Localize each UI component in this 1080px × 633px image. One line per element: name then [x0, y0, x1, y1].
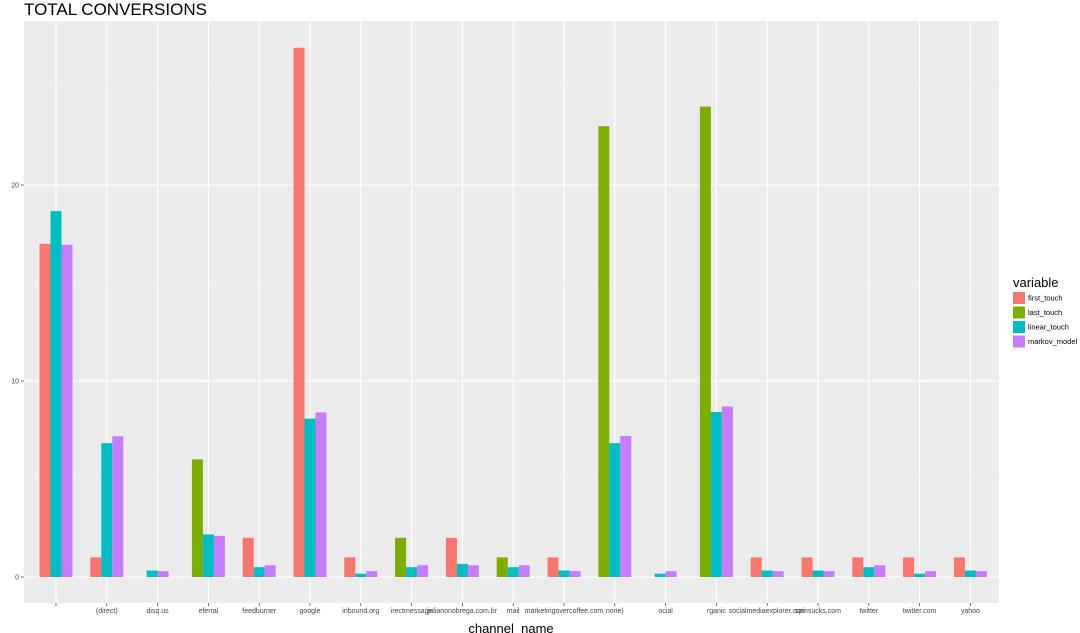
- bar-linear_touch-google: [304, 418, 316, 577]
- bar-linear_touch-twitter: [863, 567, 875, 577]
- bar-markov_model-rganic: [721, 406, 733, 577]
- bar-markov_model-none: [620, 435, 632, 577]
- bar-linear_touch-twitter-com: [914, 573, 926, 577]
- bar-linear_touch-blank: [50, 211, 62, 577]
- legend-label-last_touch: last_touch: [1028, 308, 1062, 317]
- x-tick-label-mail: mail: [507, 608, 520, 615]
- legend-swatch-linear_touch: [1013, 321, 1025, 333]
- x-tick-label-disq-us: disq.us: [147, 608, 170, 615]
- bar-markov_model-socialmediaexplorer-com: [772, 571, 784, 577]
- bar-markov_model-eferral: [213, 535, 225, 577]
- y-tick-label: 10: [11, 379, 19, 386]
- x-tick-label-rganic: rganic: [707, 608, 727, 615]
- x-tick-label-direct: (direct): [96, 608, 118, 615]
- bar-markov_model-ocial: [665, 571, 677, 577]
- bar-first_touch-julianonobrega-com-br: [445, 537, 457, 577]
- bar-linear_touch-socialmediaexplorer-com: [761, 570, 773, 577]
- legend-swatch-last_touch: [1013, 306, 1025, 319]
- x-tick-label-socialmediaexplorer-com: socialmediaexplorer.com: [729, 608, 806, 615]
- bar-linear_touch-eferral: [202, 534, 214, 577]
- legend-label-linear_touch: linear_touch: [1028, 323, 1069, 332]
- bar-linear_touch-julianonobrega-com-br: [456, 563, 468, 577]
- plot-panel: [24, 21, 999, 603]
- legend-title: variable: [1013, 275, 1059, 290]
- bar-linear_touch-mail: [507, 567, 519, 577]
- bar-markov_model-irectmessage: [417, 565, 429, 577]
- bar-linear_touch-irectmessage: [406, 567, 418, 577]
- bar-first_touch-marketingovercoffee-com: [547, 557, 559, 577]
- bar-markov_model-twitter: [874, 565, 886, 577]
- x-tick-label-marketingovercoffee-com: marketingovercoffee.com: [525, 608, 604, 615]
- x-tick-label-irectmessage: irectmessage: [391, 608, 433, 615]
- x-tick-label-spinsucks-com: spinsucks.com: [795, 608, 841, 615]
- bar-linear_touch-marketingovercoffee-com: [558, 570, 570, 577]
- x-tick-label-none: none): [606, 608, 624, 615]
- bar-linear_touch-ocial: [654, 573, 666, 577]
- chart-title: TOTAL CONVERSIONS: [24, 0, 207, 19]
- bar-first_touch-socialmediaexplorer-com: [750, 557, 762, 577]
- bar-last_touch-rganic: [699, 106, 711, 577]
- bar-markov_model-twitter-com: [925, 571, 937, 577]
- bar-first_touch-yahoo: [953, 557, 965, 577]
- bar-linear_touch-none: [609, 443, 621, 577]
- x-tick-label-twitter: twitter: [859, 608, 878, 615]
- bar-linear_touch-direct: [101, 443, 113, 577]
- x-tick-label-julianonobrega-com-br: julianonobrega.com.br: [427, 608, 498, 615]
- legend-swatch-first_touch: [1013, 292, 1025, 304]
- bar-last_touch-none: [598, 126, 610, 577]
- legend-label-markov_model: markov_model: [1028, 337, 1078, 346]
- bars: [39, 47, 987, 578]
- bar-markov_model-mail: [518, 565, 530, 577]
- bar-markov_model-feedburner: [264, 565, 276, 577]
- bar-last_touch-eferral: [191, 459, 203, 577]
- bar-markov_model-inbound-org: [366, 571, 378, 577]
- bar-last_touch-mail: [496, 557, 508, 577]
- x-tick-label-inbound-org: inbound.org: [342, 608, 379, 615]
- x-tick-label-twitter-com: twitter.com: [903, 608, 937, 615]
- bar-last_touch-irectmessage: [395, 537, 407, 577]
- legend-swatch-markov_model: [1013, 335, 1025, 348]
- bar-markov_model-julianonobrega-com-br: [467, 565, 479, 577]
- x-tick-label-feedburner: feedburner: [242, 608, 277, 615]
- legend-label-first_touch: first_touch: [1028, 294, 1063, 303]
- bar-first_touch-blank: [39, 243, 51, 578]
- x-tick-label-google: google: [299, 608, 320, 615]
- axes: 0 10 20 (direct) disq.us eferral feedburner goo…: [11, 183, 980, 616]
- bar-markov_model-disq-us: [157, 571, 169, 577]
- x-tick-label-eferral: eferral: [198, 608, 218, 615]
- bar-first_touch-google: [293, 47, 305, 578]
- bar-linear_touch-inbound-org: [355, 573, 367, 577]
- x-tick-label-yahoo: yahoo: [961, 608, 980, 615]
- y-tick-label: 20: [11, 183, 19, 190]
- bar-markov_model-direct: [112, 436, 124, 577]
- bar-first_touch-inbound-org: [344, 557, 356, 577]
- bar-linear_touch-disq-us: [146, 570, 158, 577]
- bar-markov_model-blank: [61, 244, 73, 577]
- bar-linear_touch-yahoo: [964, 570, 976, 577]
- legend: variable first_touch last_touch linear_tou…: [1013, 275, 1078, 348]
- bar-markov_model-yahoo: [975, 571, 987, 577]
- y-tick-label: 0: [15, 575, 19, 582]
- bar-first_touch-twitter-com: [903, 557, 915, 577]
- bar-markov_model-spinsucks-com: [823, 571, 835, 577]
- x-tick-label-ocial: ocial: [658, 608, 673, 615]
- bar-linear_touch-spinsucks-com: [812, 570, 824, 577]
- bar-first_touch-direct: [90, 557, 102, 577]
- bar-markov_model-google: [315, 412, 327, 577]
- bar-linear_touch-feedburner: [253, 567, 265, 577]
- bar-first_touch-feedburner: [242, 537, 254, 577]
- bar-linear_touch-rganic: [710, 411, 722, 577]
- bar-first_touch-twitter: [852, 557, 864, 577]
- x-axis-label: channel_name: [468, 621, 553, 633]
- bar-markov_model-marketingovercoffee-com: [569, 571, 581, 577]
- bar-first_touch-spinsucks-com: [801, 557, 813, 577]
